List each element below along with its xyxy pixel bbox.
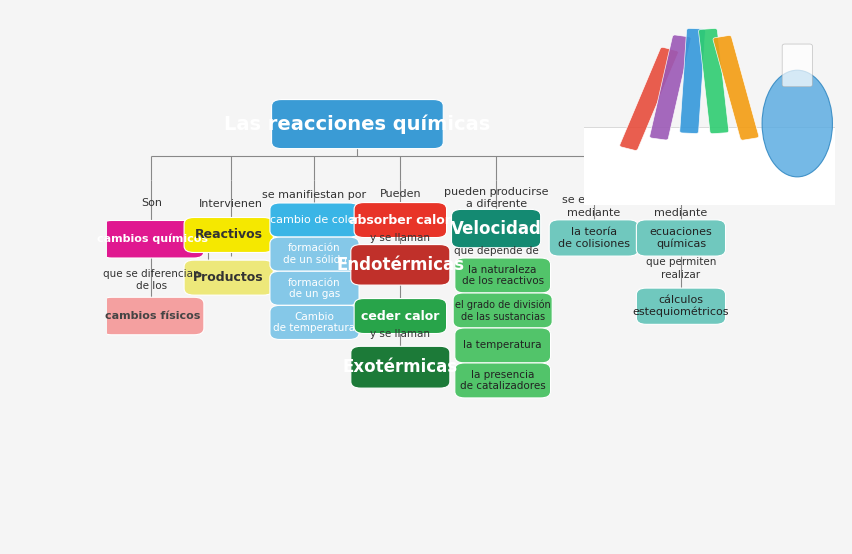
FancyBboxPatch shape: [455, 363, 550, 398]
FancyBboxPatch shape: [636, 288, 726, 324]
Text: cambios químicos: cambios químicos: [97, 234, 208, 244]
Text: Velocidad: Velocidad: [451, 219, 542, 238]
FancyBboxPatch shape: [782, 44, 812, 86]
FancyBboxPatch shape: [680, 28, 705, 134]
FancyBboxPatch shape: [354, 203, 446, 238]
Text: cambio de color: cambio de color: [270, 215, 359, 225]
Text: la temperatura: la temperatura: [463, 341, 542, 351]
FancyBboxPatch shape: [351, 244, 450, 285]
Text: ceder calor: ceder calor: [361, 310, 440, 322]
FancyBboxPatch shape: [270, 203, 359, 237]
Text: absorber calor: absorber calor: [349, 213, 452, 227]
FancyBboxPatch shape: [455, 328, 550, 363]
Text: Son: Son: [141, 198, 162, 208]
FancyBboxPatch shape: [270, 305, 359, 340]
FancyBboxPatch shape: [101, 220, 204, 258]
Text: que permiten
realizar: que permiten realizar: [646, 258, 717, 280]
Text: que se diferencian
de los: que se diferencian de los: [103, 269, 199, 291]
FancyBboxPatch shape: [184, 260, 273, 295]
Text: Intervienen: Intervienen: [199, 199, 262, 209]
Text: Reactivos: Reactivos: [194, 228, 262, 242]
FancyBboxPatch shape: [101, 297, 204, 335]
Text: Pueden: Pueden: [379, 189, 421, 199]
Text: la presencia
de catalizadores: la presencia de catalizadores: [460, 370, 545, 391]
FancyBboxPatch shape: [619, 47, 678, 151]
FancyBboxPatch shape: [699, 28, 728, 134]
Text: cambios físicos: cambios físicos: [105, 311, 200, 321]
Text: el grado de división
de las sustancias: el grado de división de las sustancias: [455, 299, 550, 321]
Text: cálculos
estequiométricos: cálculos estequiométricos: [633, 295, 729, 317]
Text: la naturaleza
de los reactivos: la naturaleza de los reactivos: [462, 265, 544, 286]
Text: Productos: Productos: [193, 271, 264, 284]
FancyBboxPatch shape: [550, 220, 638, 256]
Text: ecuaciones
químicas: ecuaciones químicas: [649, 227, 712, 249]
FancyBboxPatch shape: [272, 100, 443, 148]
Text: pueden producirse
a diferente: pueden producirse a diferente: [444, 187, 549, 209]
Text: y se llaman: y se llaman: [371, 329, 430, 339]
Text: se explican
mediante: se explican mediante: [562, 195, 625, 218]
FancyBboxPatch shape: [452, 209, 541, 248]
Text: formación
de un gas: formación de un gas: [288, 278, 341, 299]
FancyBboxPatch shape: [455, 258, 550, 293]
Text: formación
de un sólido: formación de un sólido: [283, 243, 346, 265]
FancyBboxPatch shape: [579, 127, 840, 209]
FancyBboxPatch shape: [351, 346, 450, 388]
FancyBboxPatch shape: [354, 299, 446, 334]
Text: Las reacciones químicas: Las reacciones químicas: [224, 114, 491, 134]
Text: se manifiestan por: se manifiestan por: [262, 191, 366, 201]
Text: la teoría
de colisiones: la teoría de colisiones: [558, 227, 630, 249]
Text: Cambio
de temperatura: Cambio de temperatura: [273, 312, 355, 333]
Text: y se llaman: y se llaman: [371, 233, 430, 243]
Ellipse shape: [762, 70, 832, 177]
Text: se representan
mediante: se representan mediante: [639, 195, 722, 218]
FancyBboxPatch shape: [453, 293, 552, 328]
Text: Endotérmicas: Endotérmicas: [337, 256, 464, 274]
FancyBboxPatch shape: [184, 218, 273, 253]
FancyBboxPatch shape: [270, 237, 359, 271]
FancyBboxPatch shape: [636, 220, 726, 256]
Text: Exotérmicas: Exotérmicas: [343, 358, 458, 376]
FancyBboxPatch shape: [650, 35, 691, 140]
FancyBboxPatch shape: [270, 271, 359, 305]
FancyBboxPatch shape: [713, 35, 759, 140]
Text: que depende de: que depende de: [454, 246, 538, 256]
